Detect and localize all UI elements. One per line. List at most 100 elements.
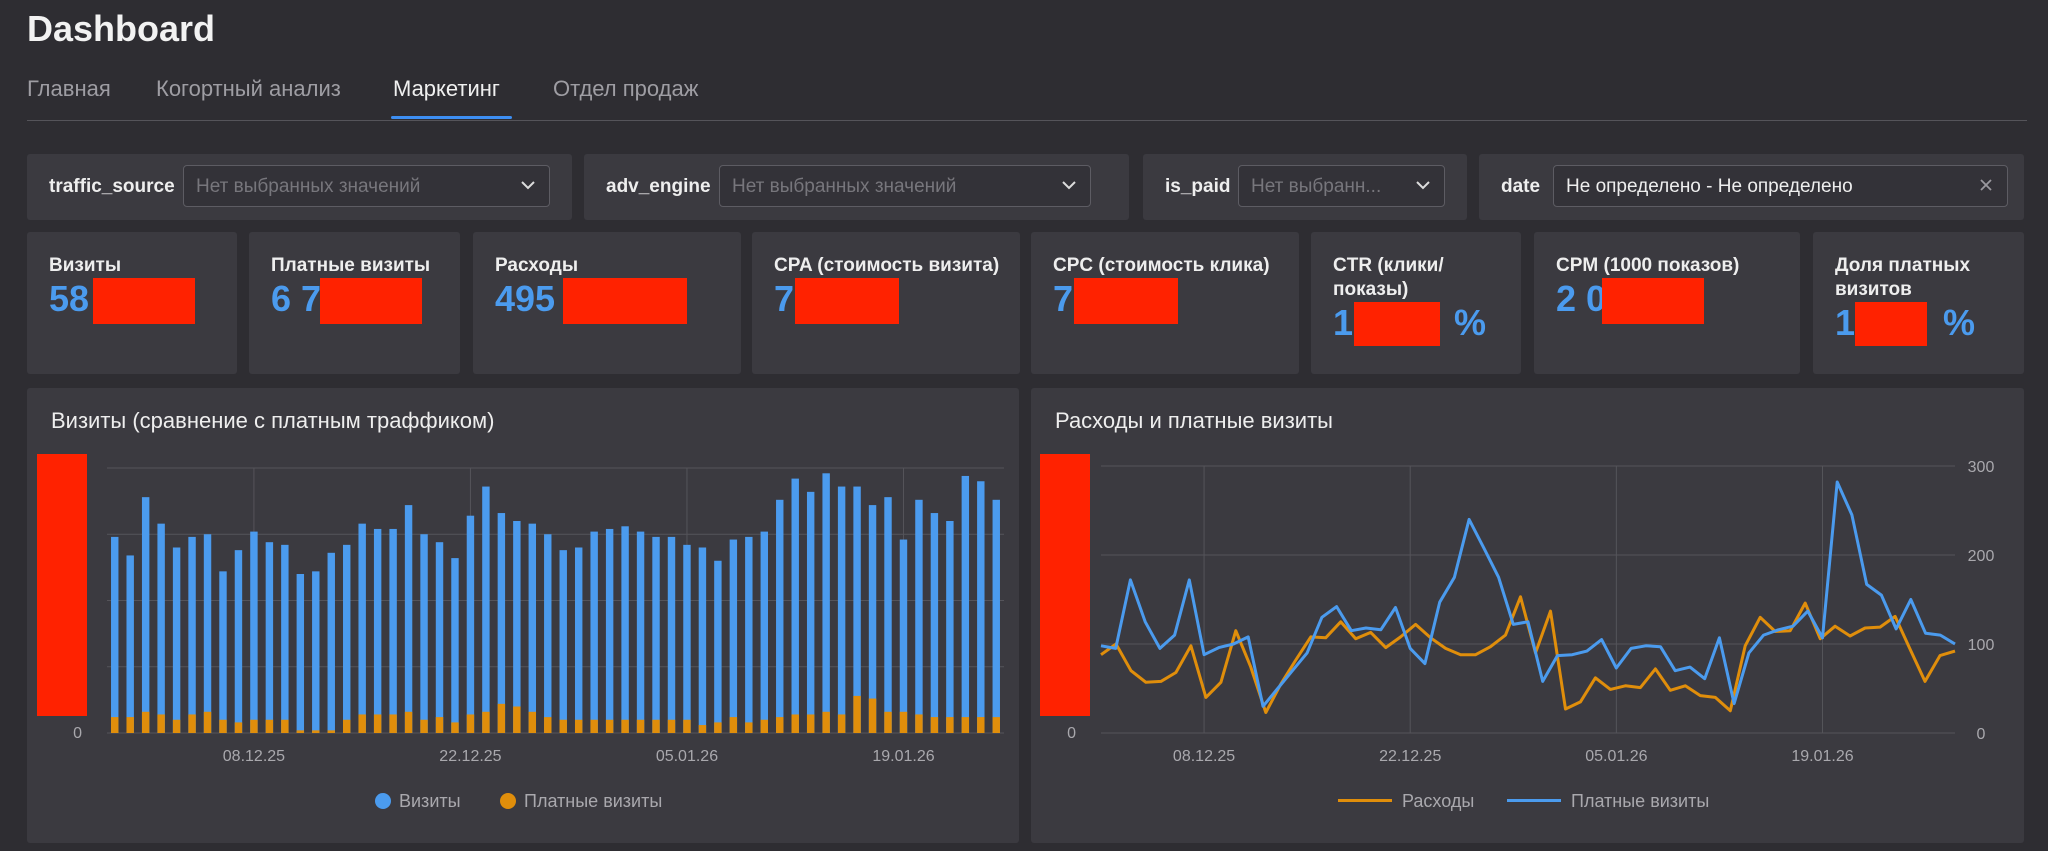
kpi-card-paid-share: Доля платных визитов 1%	[1813, 232, 2024, 374]
bar-paid-visits	[838, 714, 845, 733]
bar-paid-visits	[560, 720, 567, 733]
kpi-value: 7	[1053, 278, 1073, 320]
filter-is-paid: is_paid Нет выбранн...	[1143, 154, 1467, 220]
bar-paid-visits	[776, 717, 783, 733]
clear-icon[interactable]	[1977, 176, 1995, 194]
bar-paid-visits	[544, 717, 551, 733]
bar-visits	[374, 529, 381, 733]
x-tick-label: 19.01.26	[872, 748, 934, 765]
kpi-title: CPA (стоимость визита)	[774, 254, 1014, 278]
bar-paid-visits	[420, 720, 427, 733]
bar-paid-visits	[219, 720, 226, 733]
bar-paid-visits	[451, 722, 458, 733]
bar-visits	[776, 500, 783, 733]
bar-visits	[993, 500, 1000, 733]
bar-visits	[328, 553, 335, 733]
bar-visits	[204, 534, 211, 733]
bar-visits	[513, 521, 520, 733]
bar-visits	[977, 481, 984, 733]
bar-paid-visits	[173, 720, 180, 733]
bar-visits	[482, 487, 489, 733]
bar-paid-visits	[900, 712, 907, 733]
bar-visits	[157, 524, 164, 733]
bar-visits	[838, 487, 845, 733]
bar-paid-visits	[358, 714, 365, 733]
x-tick-label: 19.01.26	[1791, 748, 1853, 765]
bar-paid-visits	[621, 720, 628, 733]
redaction-block	[795, 278, 899, 324]
kpi-card-visits: Визиты 58	[27, 232, 237, 374]
bar-paid-visits	[683, 720, 690, 733]
bar-visits	[529, 524, 536, 733]
redaction-block	[37, 454, 87, 716]
kpi-value-visible: 1	[1333, 302, 1353, 343]
series-line-paid-visits	[1101, 482, 1955, 706]
bar-visits	[111, 537, 118, 733]
legend-marker	[1338, 799, 1392, 802]
y-tick-label: 0	[1977, 726, 1986, 743]
bar-paid-visits	[853, 696, 860, 733]
bar-visits	[668, 537, 675, 733]
redaction-block	[93, 278, 195, 324]
kpi-card-paid-visits: Платные визиты 6 7	[249, 232, 460, 374]
visits-bar-chart: 008.12.25 22.12.25 05.01.26 19.01.26	[27, 388, 1019, 843]
kpi-title: Расходы	[495, 254, 725, 278]
bar-visits	[544, 534, 551, 733]
legend-item-paid-visits[interactable]: Платные визиты	[1507, 791, 1709, 812]
bar-visits	[761, 532, 768, 733]
x-tick-label: 22.12.25	[1379, 748, 1441, 765]
filter-label: is_paid	[1165, 176, 1230, 198]
x-tick-label: 08.12.25	[1173, 748, 1235, 765]
bar-visits	[590, 532, 597, 733]
bar-visits	[637, 532, 644, 733]
kpi-value: 495	[495, 278, 555, 320]
tab-marketing[interactable]: Маркетинг	[393, 76, 500, 102]
tab-main[interactable]: Главная	[27, 76, 111, 102]
bar-paid-visits	[111, 717, 118, 733]
adv-engine-select[interactable]: Нет выбранных значений	[719, 165, 1091, 207]
legend-marker	[375, 793, 391, 809]
date-range-input[interactable]: Не определено - Не определено	[1553, 165, 2008, 207]
kpi-value: 58	[49, 278, 89, 320]
kpi-card-cpc: CPC (стоимость клика) 7	[1031, 232, 1299, 374]
kpi-card-ctr: CTR (клики/ показы) 1%	[1311, 232, 1521, 374]
redaction-block	[1040, 454, 1090, 716]
bar-paid-visits	[962, 717, 969, 733]
bar-visits	[498, 513, 505, 733]
kpi-title: CPM (1000 показов)	[1556, 254, 1786, 278]
bar-paid-visits	[745, 722, 752, 733]
bar-paid-visits	[931, 717, 938, 733]
bar-visits	[652, 537, 659, 733]
legend-item-costs[interactable]: Расходы	[1338, 791, 1474, 812]
bar-paid-visits	[807, 714, 814, 733]
kpi-title: CPC (стоимость клика)	[1053, 254, 1293, 278]
x-tick-label: 22.12.25	[439, 748, 501, 765]
kpi-card-cpa: CPA (стоимость визита) 7	[752, 232, 1020, 374]
kpi-value: 7	[774, 278, 794, 320]
legend-label: Платные визиты	[1571, 791, 1709, 811]
bar-paid-visits	[389, 714, 396, 733]
bar-paid-visits	[266, 720, 273, 733]
kpi-value-suffix: %	[1943, 302, 1975, 344]
legend-item-paid-visits[interactable]: Платные визиты	[500, 791, 662, 812]
kpi-value-visible: 1	[1835, 302, 1855, 343]
filter-adv-engine: adv_engine Нет выбранных значений	[584, 154, 1129, 220]
bar-visits	[343, 545, 350, 733]
select-placeholder: Нет выбранн...	[1251, 176, 1401, 198]
bar-paid-visits	[204, 712, 211, 733]
bar-visits	[807, 492, 814, 733]
visits-chart-panel: Визиты (сравнение с платным траффиком) 0…	[27, 388, 1019, 843]
bar-paid-visits	[250, 720, 257, 733]
bar-paid-visits	[575, 720, 582, 733]
traffic-source-select[interactable]: Нет выбранных значений	[183, 165, 550, 207]
legend-item-visits[interactable]: Визиты	[375, 791, 461, 812]
kpi-title: CTR (клики/ показы)	[1333, 254, 1483, 302]
bar-paid-visits	[884, 712, 891, 733]
tab-cohort-analysis[interactable]: Когортный анализ	[156, 76, 341, 102]
chevron-down-icon	[1414, 176, 1432, 194]
bar-visits	[606, 529, 613, 733]
tab-sales-department[interactable]: Отдел продаж	[553, 76, 698, 102]
is-paid-select[interactable]: Нет выбранн...	[1238, 165, 1445, 207]
bar-visits	[389, 529, 396, 733]
bar-paid-visits	[652, 720, 659, 733]
